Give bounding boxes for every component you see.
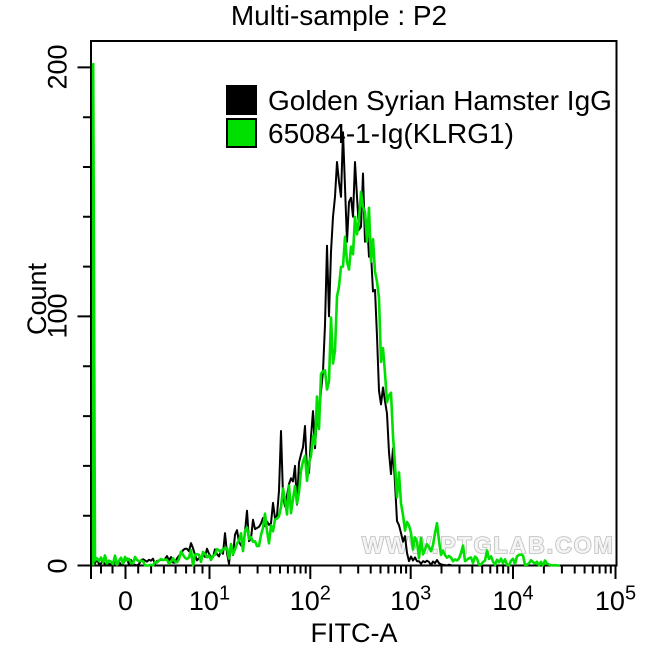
svg-text:0: 0 (43, 558, 73, 573)
svg-text:Count: Count (22, 262, 52, 335)
svg-text:FITC-A: FITC-A (311, 618, 398, 648)
svg-text:100: 100 (43, 293, 73, 338)
svg-text:Golden Syrian Hamster IgG: Golden Syrian Hamster IgG (268, 85, 612, 116)
svg-text:65084-1-Ig(KLRG1): 65084-1-Ig(KLRG1) (268, 118, 514, 149)
svg-text:Multi-sample : P2: Multi-sample : P2 (231, 0, 447, 31)
svg-text:0: 0 (118, 586, 133, 616)
svg-text:200: 200 (43, 44, 73, 89)
